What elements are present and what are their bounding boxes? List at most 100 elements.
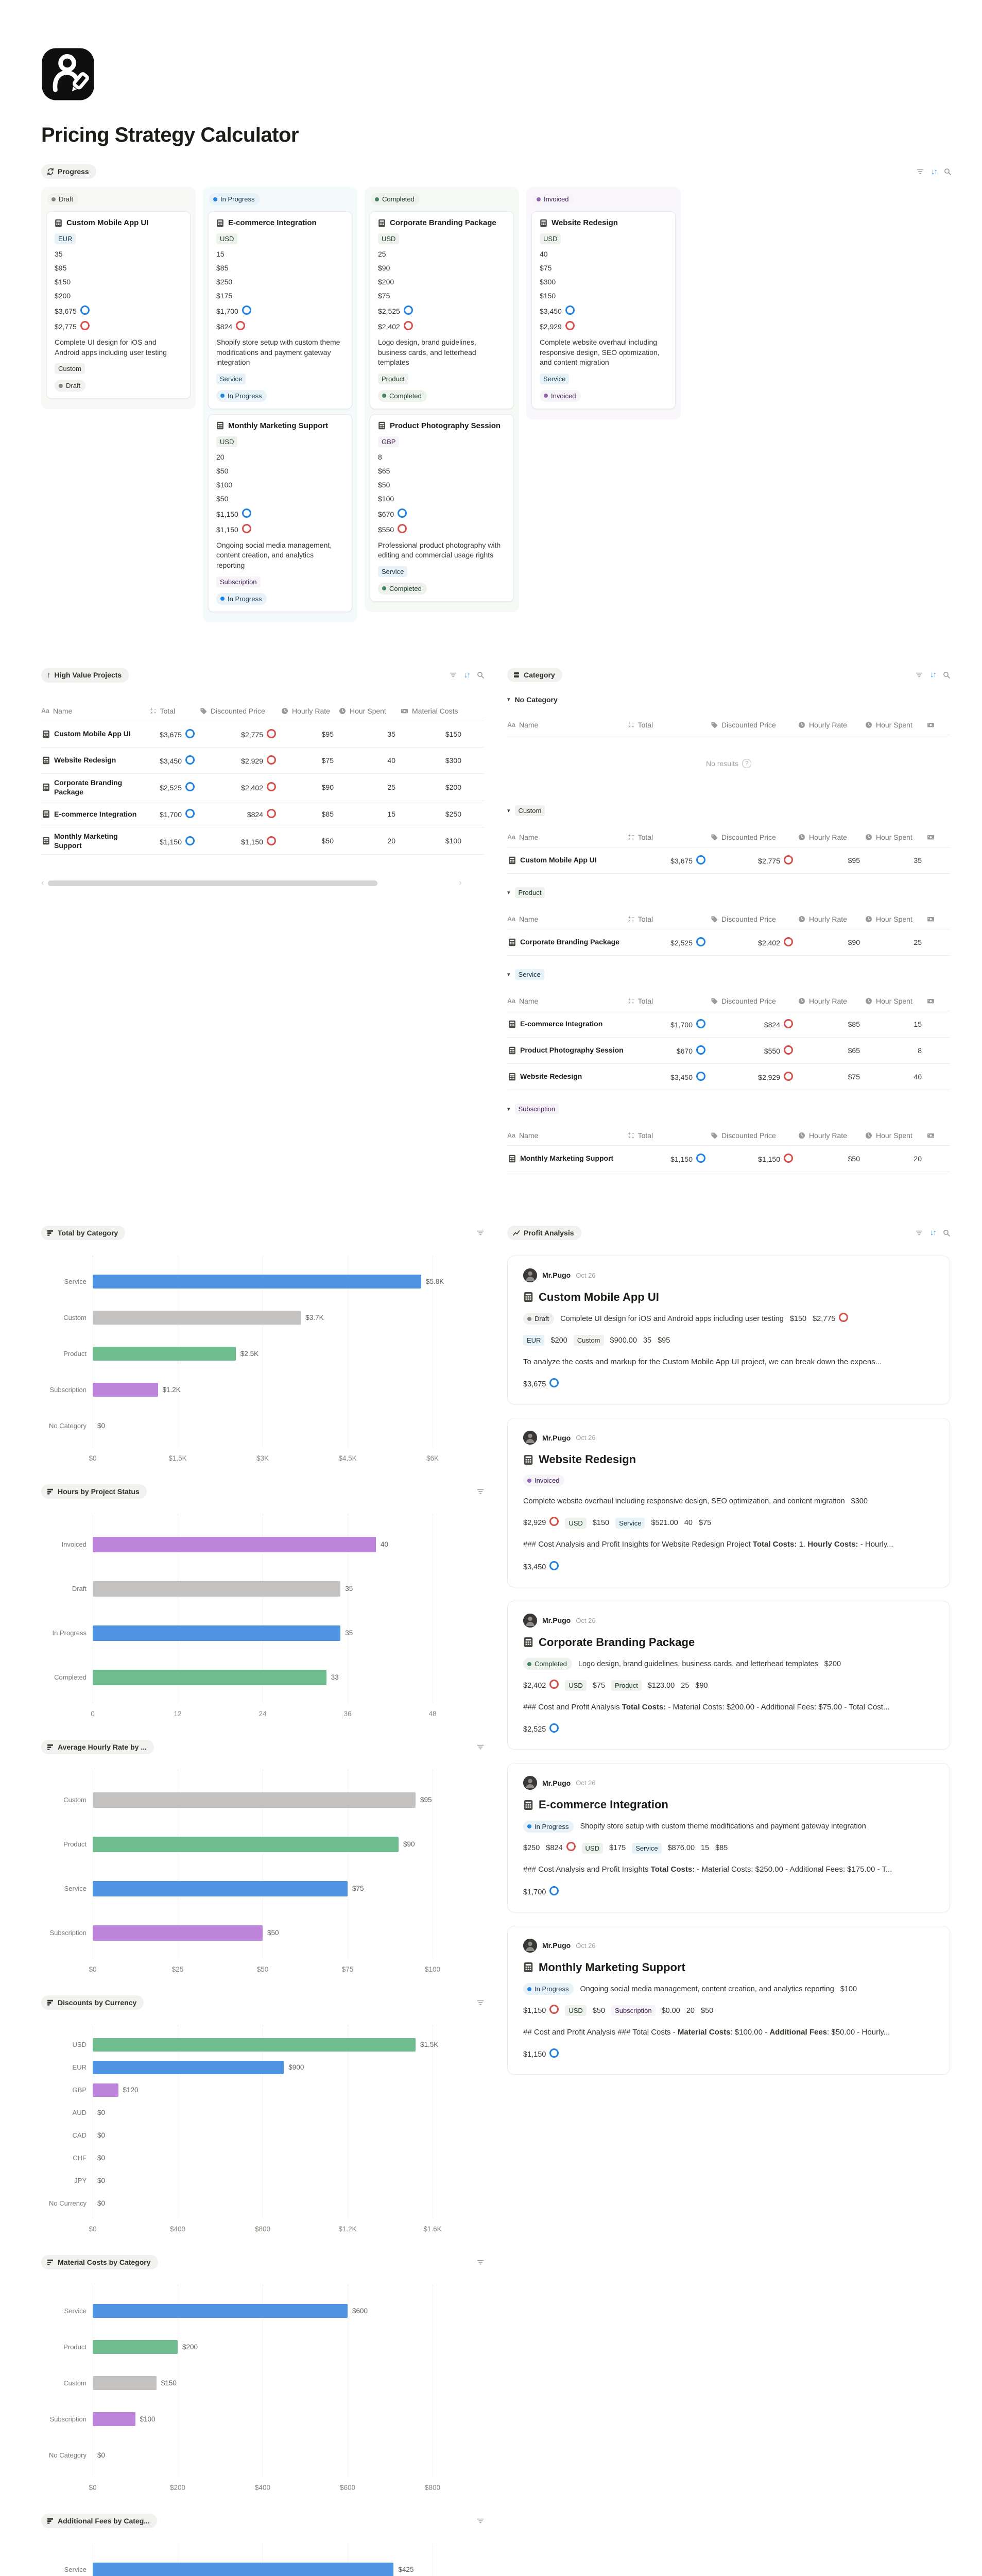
column-header-hourly-rate[interactable]: Hourly Rate — [281, 707, 339, 715]
filter-icon[interactable] — [477, 1999, 484, 2006]
chart-title-pill[interactable]: Material Costs by Category — [41, 2255, 158, 2269]
column-header-material-costs[interactable] — [927, 1132, 947, 1139]
search-icon[interactable] — [943, 671, 950, 679]
column-header-hour-spent[interactable]: Hour Spent — [865, 721, 927, 729]
sort-icon[interactable]: ↓↑ — [930, 1228, 937, 1238]
board-card[interactable]: Website Redesign USD 40 $75 $300 $150 $3,450 $2… — [531, 211, 676, 409]
scroll-left-arrow[interactable]: ‹ — [41, 878, 44, 888]
feed-card[interactable]: Mr.Pugo Oct 26 Website Redesign Invoiced Com… — [507, 1418, 950, 1587]
column-header-name[interactable]: Aa Name — [507, 915, 628, 923]
column-header-hourly-rate[interactable]: Hourly Rate — [798, 997, 865, 1005]
table-row[interactable]: Product Photography Session $670 $550 $65 8 — [507, 1038, 950, 1064]
column-header-name[interactable]: Aa Name — [507, 833, 628, 841]
column-header-hourly-rate[interactable]: Hourly Rate — [798, 915, 865, 923]
table-row-name[interactable]: Corporate Branding Package — [507, 933, 628, 951]
table-row[interactable]: Website Redesign $3,450 $2,929 $75 40 $300 — [41, 748, 484, 774]
table-row[interactable]: Corporate Branding Package $2,525 $2,402 $9… — [41, 774, 484, 801]
column-header-discounted-price[interactable]: Discounted Price — [200, 707, 281, 715]
search-icon[interactable] — [944, 168, 951, 175]
search-icon[interactable] — [477, 671, 484, 679]
group-header-service[interactable]: ▾ Service — [507, 969, 950, 980]
column-header-total[interactable]: + − × ÷ Total — [628, 915, 711, 923]
collapse-triangle-icon[interactable]: ▾ — [507, 807, 510, 814]
filter-icon[interactable] — [450, 671, 457, 679]
column-header-hour-spent[interactable]: Hour Spent — [865, 997, 927, 1005]
board-card[interactable]: Custom Mobile App UI EUR 35 $95 $150 $200 $3,6… — [46, 211, 191, 399]
column-header-material-costs[interactable] — [927, 721, 947, 728]
group-header-product[interactable]: ▾ Product — [507, 887, 950, 898]
table-row-name[interactable]: Product Photography Session — [507, 1041, 628, 1059]
scroll-right-arrow[interactable]: › — [459, 878, 462, 888]
table-row[interactable]: Custom Mobile App UI $3,675 $2,775 $95 35 — [507, 848, 950, 874]
feed-card[interactable]: Mr.Pugo Oct 26 Corporate Branding Package C… — [507, 1600, 950, 1750]
column-header-total[interactable]: + − × ÷ Total — [628, 997, 711, 1005]
column-header-total[interactable]: + − × ÷ Total — [150, 707, 200, 715]
sort-icon[interactable]: ↓↑ — [464, 670, 471, 680]
filter-icon[interactable] — [916, 671, 923, 679]
table-row-name[interactable]: E-commerce Integration — [507, 1015, 628, 1032]
board-card[interactable]: Monthly Marketing Support USD 20 $50 $100 $50… — [208, 414, 352, 612]
column-header-hour-spent[interactable]: Hour Spent — [865, 833, 927, 841]
table-row-name[interactable]: E-commerce Integration — [41, 805, 150, 823]
filter-icon[interactable] — [477, 2259, 484, 2266]
column-header-discounted-price[interactable]: Discounted Price — [711, 1131, 798, 1140]
tab-category[interactable]: Category — [507, 667, 562, 682]
table-row[interactable]: E-commerce Integration $1,700 $824 $85 15 — [507, 1011, 950, 1038]
table-row[interactable]: Monthly Marketing Support $1,150 $1,150 $50… — [507, 1146, 950, 1172]
sort-icon[interactable]: ↓↑ — [931, 167, 938, 176]
horizontal-scrollbar[interactable] — [48, 880, 378, 886]
table-row-name[interactable]: Website Redesign — [41, 751, 150, 769]
column-header-material-costs[interactable] — [927, 997, 947, 1005]
tab-profit-analysis[interactable]: Profit Analysis — [507, 1225, 581, 1240]
tab-high-value-projects[interactable]: ↑ High Value Projects — [41, 667, 129, 683]
column-header-hour-spent[interactable]: Hour Spent — [339, 707, 401, 715]
column-header-name[interactable]: Aa Name — [507, 997, 628, 1005]
filter-icon[interactable] — [477, 1229, 484, 1236]
collapse-triangle-icon[interactable]: ▾ — [507, 889, 510, 896]
column-header-total[interactable]: + − × ÷ Total — [628, 833, 711, 841]
table-row-name[interactable]: Custom Mobile App UI — [41, 725, 150, 742]
table-row-name[interactable]: Monthly Marketing Support — [41, 827, 150, 854]
table-row-name[interactable]: Custom Mobile App UI — [507, 851, 628, 869]
column-header-hour-spent[interactable]: Hour Spent — [865, 1131, 927, 1140]
group-header-subscription[interactable]: ▾ Subscription — [507, 1103, 950, 1114]
board-card[interactable]: E-commerce Integration USD 15 $85 $250 $175 $1… — [208, 211, 352, 409]
filter-icon[interactable] — [477, 1743, 484, 1751]
filter-icon[interactable] — [477, 1488, 484, 1495]
column-header-name[interactable]: Aa Name — [507, 1131, 628, 1140]
feed-card[interactable]: Mr.Pugo Oct 26 Monthly Marketing Support In… — [507, 1925, 950, 2075]
table-row-name[interactable]: Monthly Marketing Support — [507, 1149, 628, 1167]
search-icon[interactable] — [943, 1229, 950, 1236]
table-row[interactable]: Corporate Branding Package $2,525 $2,402 $9… — [507, 929, 950, 956]
table-row[interactable]: Custom Mobile App UI $3,675 $2,775 $95 35 $15… — [41, 721, 484, 748]
column-header-material-costs[interactable] — [927, 916, 947, 923]
column-header-hour-spent[interactable]: Hour Spent — [865, 915, 927, 923]
filter-icon[interactable] — [916, 1229, 923, 1236]
chart-title-pill[interactable]: Total by Category — [41, 1225, 126, 1240]
column-header-name[interactable]: Aa Name — [41, 707, 150, 715]
help-icon[interactable]: ? — [742, 758, 752, 768]
column-header-discounted-price[interactable]: Discounted Price — [711, 721, 798, 729]
chart-title-pill[interactable]: Hours by Project Status — [41, 1484, 147, 1499]
column-header-discounted-price[interactable]: Discounted Price — [711, 833, 798, 841]
sort-icon[interactable]: ↓↑ — [930, 670, 937, 680]
table-row[interactable]: Website Redesign $3,450 $2,929 $75 40 — [507, 1064, 950, 1090]
chart-title-pill[interactable]: Average Hourly Rate by ... — [41, 1739, 154, 1754]
column-header-material-costs[interactable]: Material Costs — [401, 707, 467, 715]
column-header-hourly-rate[interactable]: Hourly Rate — [798, 1131, 865, 1140]
table-row-name[interactable]: Corporate Branding Package — [41, 774, 150, 801]
column-header-material-costs[interactable] — [927, 834, 947, 841]
table-row[interactable]: Monthly Marketing Support $1,150 $1,150 $50… — [41, 827, 484, 855]
column-header-discounted-price[interactable]: Discounted Price — [711, 915, 798, 923]
collapse-triangle-icon[interactable]: ▾ — [507, 1106, 510, 1112]
column-header-discounted-price[interactable]: Discounted Price — [711, 997, 798, 1005]
chart-title-pill[interactable]: Discounts by Currency — [41, 1995, 144, 2010]
column-header-total[interactable]: + − × ÷ Total — [628, 1131, 711, 1140]
feed-card[interactable]: Mr.Pugo Oct 26 E-commerce Integration In Pr… — [507, 1763, 950, 1912]
column-header-name[interactable]: Aa Name — [507, 721, 628, 729]
tab-progress[interactable]: Progress — [41, 164, 96, 179]
table-row[interactable]: E-commerce Integration $1,700 $824 $85 15 $25… — [41, 801, 484, 827]
column-header-hourly-rate[interactable]: Hourly Rate — [798, 833, 865, 841]
column-header-hourly-rate[interactable]: Hourly Rate — [798, 721, 865, 729]
chart-title-pill[interactable]: Additional Fees by Categ... — [41, 2513, 157, 2528]
